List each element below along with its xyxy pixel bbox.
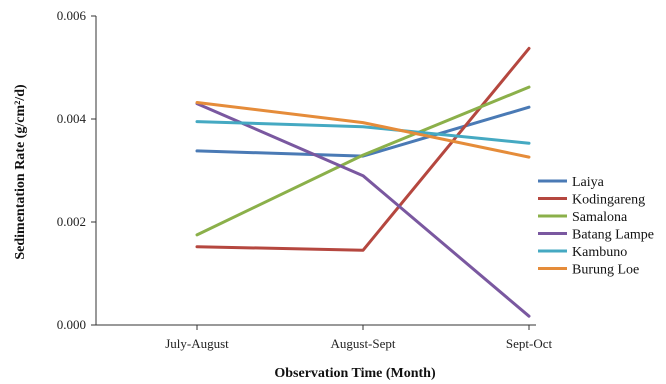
x-tick-label: Sept-Oct [506, 336, 553, 351]
x-axis-ticks: July-August August-Sept Sept-Oct [165, 325, 552, 351]
legend-item: Kodingareng [538, 193, 645, 208]
x-tick-label: August-Sept [331, 336, 396, 351]
series-line-burung-loe [195, 101, 531, 159]
legend-label: Batang Lampe [572, 228, 654, 243]
y-axis-title: Sedimentation Rate (g/cm²/d) [13, 84, 28, 260]
series-line-batang-lampe [195, 102, 531, 318]
x-tick-label: July-August [165, 336, 229, 351]
x-axis-title: Observation Time (Month) [274, 366, 436, 381]
y-tick-label: 0.000 [57, 317, 86, 332]
legend-item: Batang Lampe [538, 228, 654, 243]
legend-item: Kambuno [538, 245, 627, 260]
legend-label: Kambuno [572, 245, 627, 260]
legend: Laiya Kodingareng Samalona Batang Lampe Kamb… [538, 175, 654, 278]
y-axis-ticks: 0.000 0.002 0.004 0.006 [57, 8, 96, 332]
legend-label: Samalona [572, 210, 628, 225]
y-tick-label: 0.002 [57, 214, 86, 229]
series-line-samalona [195, 85, 531, 237]
legend-item: Laiya [538, 175, 605, 190]
series-lines [195, 46, 531, 318]
legend-item: Burung Loe [538, 263, 639, 278]
legend-label: Laiya [572, 175, 605, 190]
legend-item: Samalona [538, 210, 628, 225]
legend-label: Burung Loe [572, 263, 639, 278]
series-line-kambuno [195, 120, 531, 145]
series-line-kodingareng [195, 46, 531, 252]
y-tick-label: 0.004 [57, 111, 87, 126]
axes [95, 16, 536, 326]
series-line-laiya [195, 105, 531, 158]
y-tick-label: 0.006 [57, 8, 87, 23]
legend-label: Kodingareng [572, 193, 645, 208]
